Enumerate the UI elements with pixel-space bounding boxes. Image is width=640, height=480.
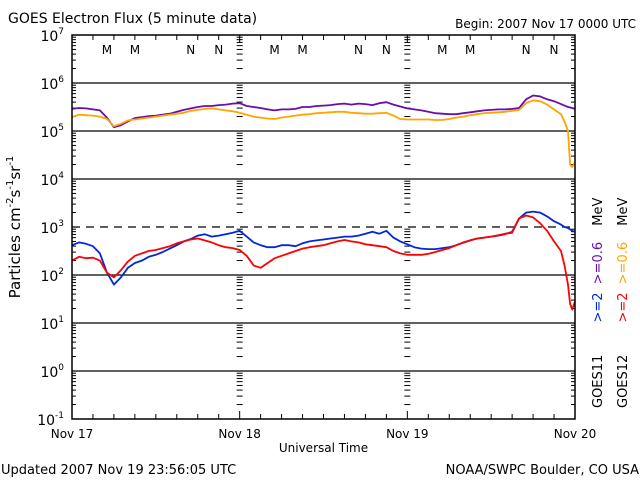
y-tick-label-exponent: 7 xyxy=(58,27,64,37)
y-tick-label-base: 10 xyxy=(40,29,58,45)
x-tick-labels: Nov 17 Nov 18 Nov 19 Nov 20 xyxy=(51,427,597,441)
y-axis-label-base: Particles cm xyxy=(6,207,24,298)
y-tick-label-base: 10 xyxy=(40,173,58,189)
legend-goes12-unit: MeV xyxy=(616,198,631,226)
y-tick-label-base: 10 xyxy=(40,365,58,381)
series-line-goes11-0-6-mev xyxy=(71,94,576,129)
y-tick-label: 104 xyxy=(40,171,64,189)
legend-goes11: GOES11 >=2 >=0.6 MeV xyxy=(591,198,606,408)
local-time-marker: N xyxy=(382,43,391,57)
y-tick-label: 10-1 xyxy=(37,411,64,429)
y-tick-label: 100 xyxy=(40,363,64,381)
x-axis-label: Universal Time xyxy=(279,441,368,455)
y-tick-label-base: 10 xyxy=(40,221,58,237)
y-tick-label-exponent: 0 xyxy=(58,363,64,373)
legend: GOES11 >=2 >=0.6 MeV GOES12 >=2 >=0.6 Me… xyxy=(591,198,631,408)
series-line-goes12-0-6-mev xyxy=(71,99,576,168)
y-tick-label: 102 xyxy=(40,267,64,285)
local-time-marker: M xyxy=(465,43,475,57)
y-tick-label-exponent: 1 xyxy=(58,315,64,325)
y-tick-label: 107 xyxy=(40,27,64,45)
begin-label: Begin: 2007 Nov 17 0000 UTC xyxy=(455,17,636,31)
local-time-marker: N xyxy=(354,43,363,57)
y-tick-label-exponent: 2 xyxy=(58,267,64,277)
legend-goes11-e06: >=0.6 xyxy=(591,242,606,284)
y-tick-label-base: 10 xyxy=(40,269,58,285)
y-axis-label-mid2: sr xyxy=(6,165,24,180)
x-tick-label: Nov 20 xyxy=(554,427,597,441)
y-tick-label-exponent: -1 xyxy=(55,411,64,421)
legend-goes11-unit: MeV xyxy=(591,198,606,226)
local-time-marker: M xyxy=(269,43,279,57)
legend-goes12: GOES12 >=2 >=0.6 MeV xyxy=(616,198,631,408)
series-line-goes11-2-mev xyxy=(71,210,576,286)
local-time-marker: N xyxy=(214,43,223,57)
local-time-marker: M xyxy=(437,43,447,57)
y-tick-label-exponent: 6 xyxy=(58,75,64,85)
y-tick-label: 105 xyxy=(40,123,64,141)
y-tick-label-exponent: 3 xyxy=(58,219,64,229)
x-tick-label: Nov 19 xyxy=(386,427,429,441)
series-line-goes12-2-mev xyxy=(71,214,576,311)
updated-timestamp: Updated 2007 Nov 19 23:56:05 UTC xyxy=(1,463,236,478)
y-tick-label-base: 10 xyxy=(40,125,58,141)
y-tick-label-base: 10 xyxy=(40,317,58,333)
y-tick-label-base: 10 xyxy=(37,413,55,429)
local-time-marker: N xyxy=(522,43,531,57)
credit-label: NOAA/SWPC Boulder, CO USA xyxy=(446,463,639,478)
local-time-marker: N xyxy=(186,43,195,57)
chart-title: GOES Electron Flux (5 minute data) xyxy=(8,11,257,27)
y-axis-label-sup2: -1 xyxy=(5,180,16,190)
legend-goes11-e2: >=2 xyxy=(591,292,606,322)
x-tick-label: Nov 17 xyxy=(51,427,94,441)
y-tick-label-exponent: 5 xyxy=(58,123,64,133)
legend-goes11-sat: GOES11 xyxy=(591,355,606,408)
y-axis-label: Particles cm-2s-1sr-1 xyxy=(5,156,24,299)
local-time-marker: N xyxy=(550,43,559,57)
y-tick-label: 103 xyxy=(40,219,64,237)
y-axis-label-sup1: -2 xyxy=(5,197,16,207)
local-time-marker: M xyxy=(130,43,140,57)
y-axis-label-mid1: s xyxy=(6,189,24,197)
plot-frame xyxy=(71,34,576,420)
y-tick-label-exponent: 4 xyxy=(58,171,64,181)
legend-goes12-e2: >=2 xyxy=(616,292,631,322)
y-tick-label-base: 10 xyxy=(40,77,58,93)
legend-goes12-e06: >=0.6 xyxy=(616,242,631,284)
y-tick-label: 101 xyxy=(40,315,64,333)
legend-goes12-sat: GOES12 xyxy=(616,355,631,408)
local-time-marker: M xyxy=(102,43,112,57)
local-time-marker: M xyxy=(297,43,307,57)
y-tick-label: 106 xyxy=(40,75,64,93)
y-axis-label-sup3: -1 xyxy=(5,156,16,166)
data-series xyxy=(71,94,576,311)
grid-lines xyxy=(72,82,575,372)
x-tick-label: Nov 18 xyxy=(218,427,261,441)
